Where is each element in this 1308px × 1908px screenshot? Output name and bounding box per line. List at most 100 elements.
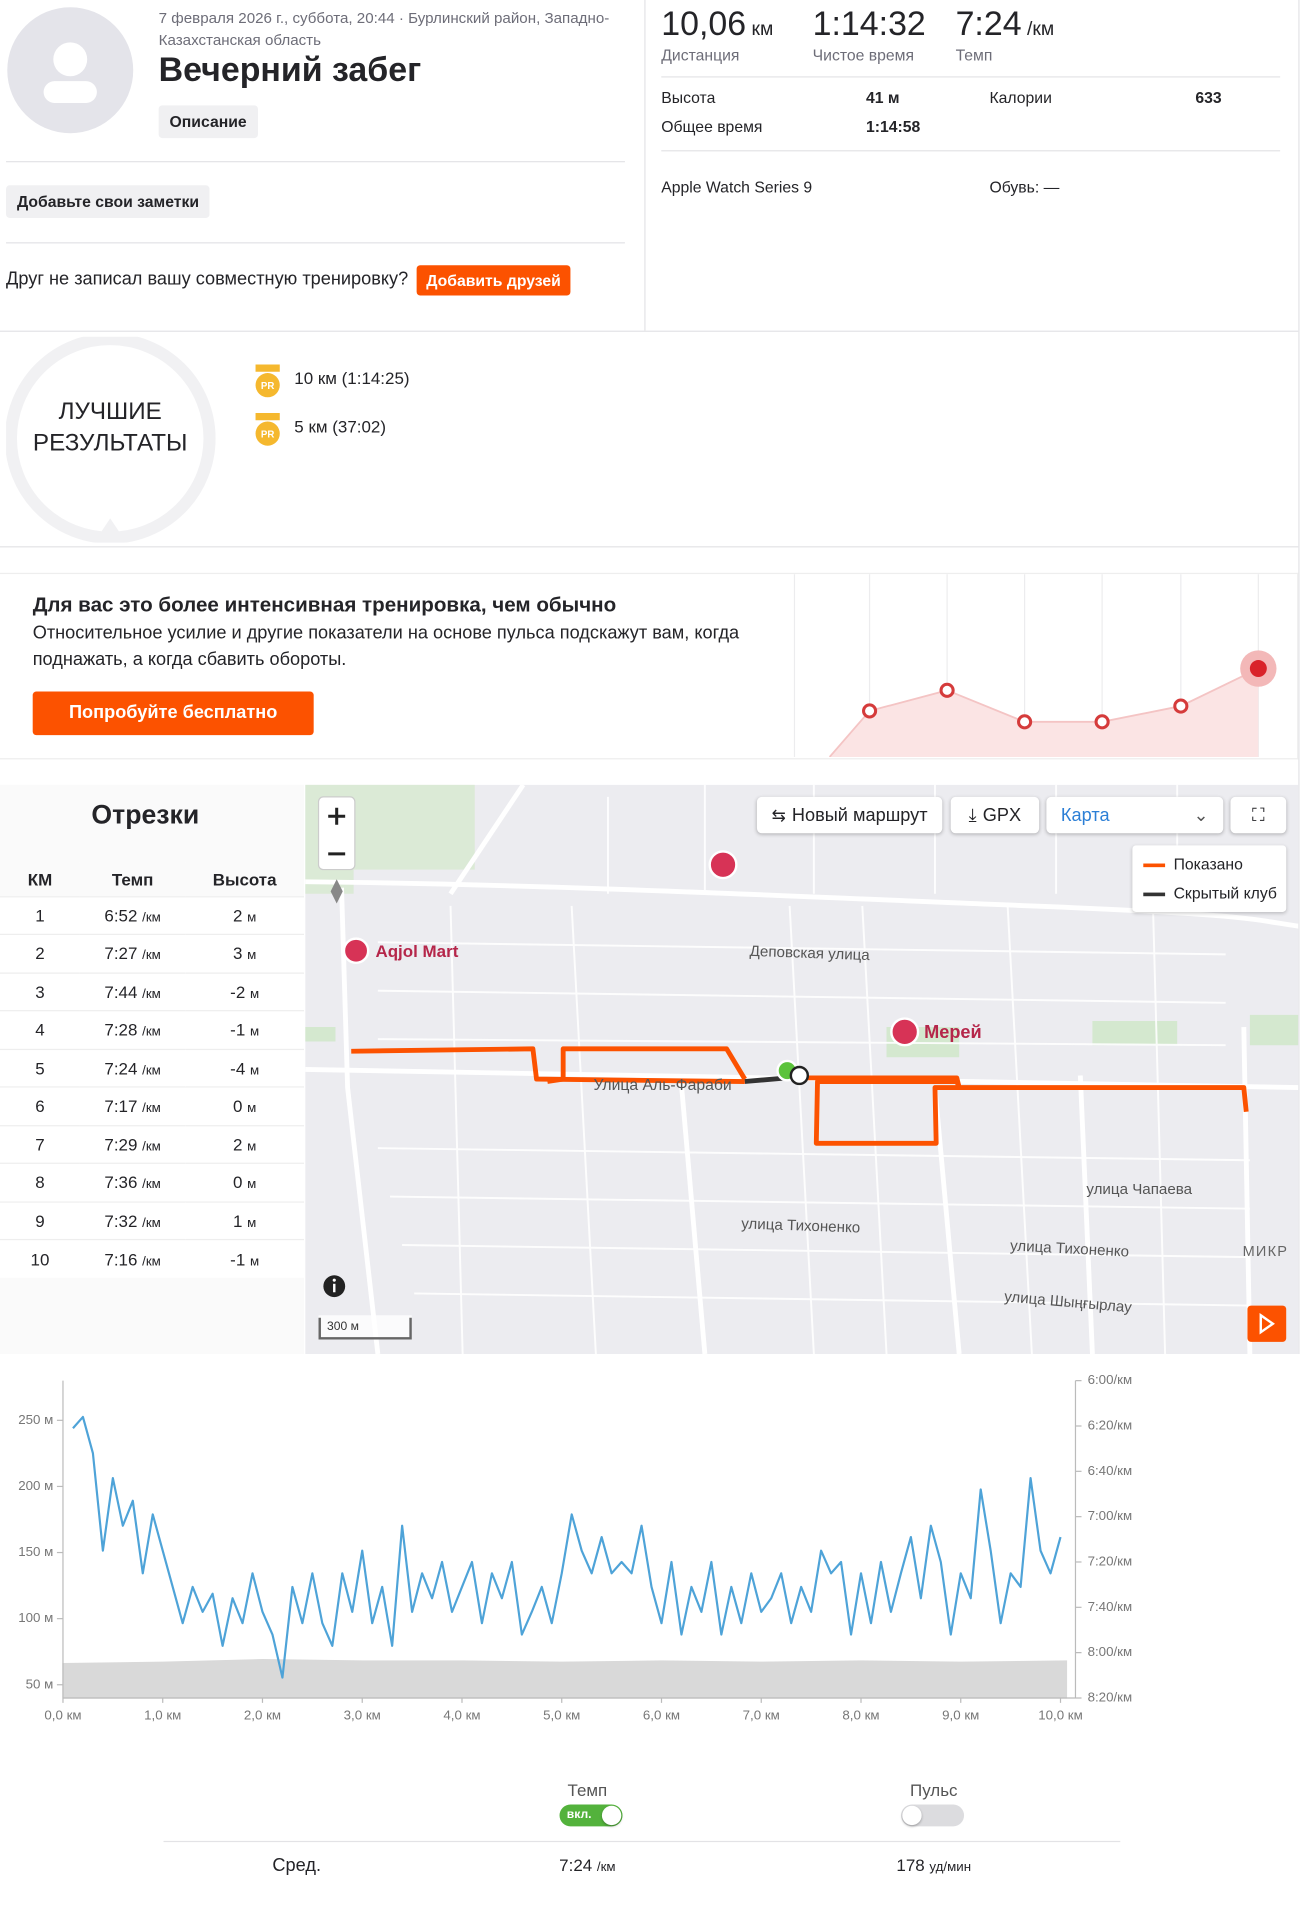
detail-label: Общее время <box>661 117 763 136</box>
split-pace: 7:28 /км <box>80 1011 185 1049</box>
effort-time: (1:14:25) <box>341 368 410 388</box>
x-tick-label: 9,0 км <box>942 1708 979 1723</box>
toggle-label: Темп <box>567 1780 608 1800</box>
y2-tick-label: 8:20/км <box>1088 1689 1133 1704</box>
notes-button[interactable]: Добавьте свои заметки <box>6 185 210 218</box>
gpx-label: GPX <box>982 804 1022 826</box>
split-elev-unit: м <box>249 1254 260 1269</box>
split-pace-unit: /км <box>142 986 161 1002</box>
detail-value: 41 м <box>865 88 900 107</box>
map-layer-select[interactable]: Карта ⌄ <box>1046 796 1224 834</box>
download-icon: ⤓ <box>968 804 977 826</box>
effort-distance: 10 км <box>294 368 337 388</box>
split-row: 7 7:29 /км 2 м <box>0 1125 304 1163</box>
split-elev-unit: м <box>247 1177 257 1193</box>
activity-title: Вечерний забег <box>158 50 422 89</box>
divider <box>1298 0 1300 1355</box>
split-elev-unit: м <box>247 1215 257 1231</box>
y2-tick-label: 7:20/км <box>1088 1554 1133 1569</box>
street-label: Улица Аль-Фараби <box>593 1075 732 1094</box>
divider <box>644 0 646 331</box>
map-legend: Показано Скрытый клуб <box>1132 845 1287 912</box>
intensity-preview <box>793 574 1277 757</box>
split-row: 3 7:44 /км -2 м <box>0 972 304 1011</box>
pace-label: Темп <box>955 46 993 65</box>
avg-hr-unit: уд/мин <box>929 1860 972 1875</box>
avatar[interactable] <box>6 6 134 134</box>
best-effort: 5 км (37:02) <box>294 417 386 436</box>
route-icon: ⇆ <box>771 804 786 825</box>
split-pace-value: 7:32 <box>104 1210 138 1231</box>
promo-text: Относительное усилие и другие показатели… <box>32 622 740 670</box>
split-pace-unit: /км <box>142 1101 161 1116</box>
split-row: 9 7:32 /км 1 м <box>0 1201 304 1239</box>
column-header: Темп <box>111 869 154 889</box>
heart-rate-toggle[interactable] <box>901 1804 965 1827</box>
split-pace-value: 7:27 <box>104 943 138 964</box>
split-km: 2 <box>35 943 45 964</box>
split-pace: 7:24 /км <box>80 1049 185 1087</box>
y-tick-label: 100 м <box>18 1610 53 1625</box>
y2-tick-label: 6:40/км <box>1088 1463 1133 1478</box>
pr-medal: PR <box>255 412 280 446</box>
divider <box>6 161 625 163</box>
split-pace-value: 6:52 <box>104 905 138 925</box>
pace-unit: /км <box>1026 19 1055 40</box>
fullscreen-icon: ⛶ <box>1251 804 1265 826</box>
moving-time-value: 1:14:32 <box>812 4 926 43</box>
avg-label: Сред. <box>272 1855 322 1877</box>
split-pace-value: 7:36 <box>104 1172 138 1193</box>
medal-badge: PR <box>261 381 274 392</box>
split-pace-value: 7:28 <box>104 1020 138 1040</box>
promo-button[interactable]: Попробуйте бесплатно <box>32 691 314 736</box>
new-route-button[interactable]: ⇆ Новый маршрут <box>756 796 943 834</box>
y2-tick-label: 7:40/км <box>1088 1599 1133 1614</box>
detail-label: Высота <box>661 88 716 107</box>
split-elev-value: 2 <box>232 905 243 925</box>
split-km: 9 <box>35 1210 45 1231</box>
split-row: 4 7:28 /км -1 м <box>0 1010 304 1049</box>
pace-toggle[interactable]: вкл. <box>559 1804 623 1827</box>
splits-body: 1 6:52 /км 2 м 2 7:27 /км 3 м 3 7:44 /км -2 м 4 7:… <box>0 896 304 1277</box>
description-button[interactable]: Описание <box>158 105 258 139</box>
elevation-area <box>62 1659 1068 1699</box>
x-tick-label: 4,0 км <box>443 1708 480 1723</box>
split-row: 6 7:17 /км 0 м <box>0 1086 304 1125</box>
pace-value: 7:24 <box>955 4 1022 43</box>
split-pace-unit: /км <box>142 948 161 964</box>
street-label: улица Чапаева <box>1086 1180 1193 1198</box>
medal-disc <box>255 421 280 446</box>
map-layer-label: Карта <box>1060 804 1110 826</box>
split-km: 4 <box>35 1020 45 1040</box>
best-efforts-title: ЛУЧШИЕ РЕЗУЛЬТАТЫ <box>0 396 220 459</box>
distance-label: Дистанция <box>661 46 740 65</box>
split-elevation: -2 м <box>185 973 304 1011</box>
y2-tick-label: 6:00/км <box>1088 1372 1133 1387</box>
split-elev-value: -2 <box>230 981 246 1002</box>
gpx-button[interactable]: ⤓ GPX <box>950 796 1040 834</box>
distance-unit: км <box>751 19 774 40</box>
add-friends-button[interactable]: Добавить друзей <box>416 265 571 296</box>
x-tick-label: 3,0 км <box>344 1708 381 1723</box>
split-km: 7 <box>35 1134 45 1154</box>
effort-time: (37:02) <box>332 416 386 436</box>
split-km: 10 <box>30 1249 50 1269</box>
splits-title: Отрезки <box>91 799 200 830</box>
x-tick-label: 10,0 км <box>1038 1708 1083 1723</box>
split-elevation: 2 м <box>185 896 304 934</box>
medal-badge: PR <box>261 429 274 440</box>
split-pace: 7:32 /км <box>80 1201 185 1239</box>
split-pace: 7:27 /км <box>80 934 185 972</box>
split-km: 5 <box>35 1058 45 1078</box>
toggle-state: вкл. <box>566 1808 592 1822</box>
fullscreen-button[interactable]: ⛶ <box>1230 796 1287 834</box>
effort-distance: 5 км <box>294 416 328 436</box>
split-elev-unit: м <box>249 1063 260 1078</box>
split-elev-unit: м <box>247 1139 257 1154</box>
divider <box>163 1840 1121 1843</box>
toggle-label: Пульс <box>910 1780 958 1800</box>
split-pace-unit: /км <box>142 910 161 925</box>
avg-pace-unit: /км <box>596 1860 616 1875</box>
split-elev-unit: м <box>249 986 260 1002</box>
